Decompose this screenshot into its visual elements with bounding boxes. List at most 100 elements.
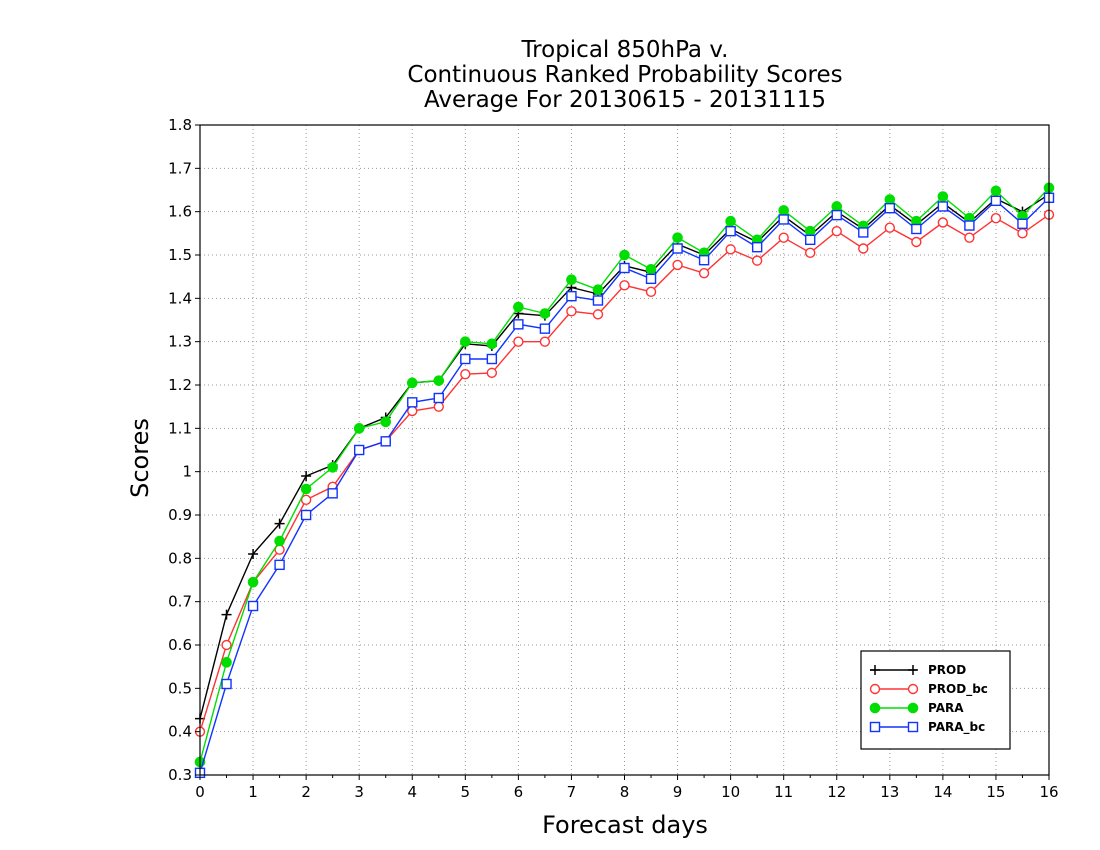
- data-point-para-bc: [433, 392, 444, 404]
- data-point-prod-bc: [619, 280, 630, 291]
- legend-label: PROD_bc: [928, 682, 988, 697]
- data-point-para-bc: [1017, 218, 1028, 230]
- data-point-para: [406, 377, 418, 389]
- data-point-para-bc: [831, 209, 842, 221]
- y-tick-label: 0.5: [168, 679, 192, 697]
- data-point-para: [778, 205, 789, 216]
- data-point-prod-bc: [911, 236, 922, 248]
- data-point-prod-bc: [778, 232, 789, 243]
- y-tick-label: 1.4: [168, 289, 192, 307]
- data-point-para-bc: [353, 444, 365, 456]
- x-tick-label: 7: [567, 783, 577, 801]
- data-point-prod: [248, 549, 259, 559]
- data-point-prod-bc: [831, 225, 842, 237]
- data-point-para: [804, 225, 816, 237]
- data-point-para-bc: [964, 220, 975, 231]
- ticks: 0 1 2 3 4 5 6 7 8 9 10 11 12 13 14 15 160.30.40.50.60.70…: [168, 116, 1058, 801]
- data-point-para-bc: [539, 323, 551, 334]
- data-point-para-bc: [460, 353, 471, 365]
- data-point-para: [247, 576, 259, 588]
- data-point-para-bc: [592, 295, 604, 306]
- x-tick-label: 12: [827, 783, 846, 801]
- data-point-para: [486, 338, 498, 350]
- data-point-para: [937, 191, 949, 202]
- data-point-para-bc: [884, 202, 896, 214]
- data-point-para-bc: [805, 234, 816, 246]
- series-prod-bc: [194, 209, 1055, 737]
- data-point-prod-bc: [221, 639, 232, 651]
- data-point-para: [592, 284, 604, 295]
- data-point-prod-bc: [460, 368, 471, 380]
- y-tick-label: 1.3: [168, 333, 192, 351]
- data-point-prod-bc: [1017, 228, 1028, 239]
- y-tick-label: 0.4: [168, 723, 192, 741]
- data-point-para: [380, 416, 392, 428]
- data-point-para: [672, 232, 683, 243]
- legend-label: PARA: [928, 701, 964, 715]
- y-tick-label: 0.3: [168, 766, 192, 784]
- data-point-prod-bc: [486, 367, 498, 379]
- legend-marker: [869, 702, 881, 714]
- y-tick-label: 1.2: [168, 376, 192, 394]
- data-point-para-bc: [247, 600, 259, 612]
- data-point-para-bc: [778, 214, 789, 225]
- y-axis-label: Scores: [126, 418, 154, 498]
- data-point-prod-bc: [805, 247, 816, 259]
- data-point-prod-bc: [539, 336, 551, 347]
- data-point-prod-bc: [672, 259, 683, 271]
- y-tick-label: 1.5: [168, 246, 192, 264]
- data-point-para-bc: [672, 243, 683, 254]
- data-point-para: [831, 201, 843, 212]
- y-tick-label: 1: [182, 463, 192, 481]
- x-tick-label: 11: [774, 783, 793, 801]
- x-tick-label: 9: [673, 783, 683, 801]
- x-tick-label: 15: [986, 783, 1005, 801]
- data-point-para: [513, 301, 524, 313]
- y-tick-label: 1.8: [168, 116, 192, 134]
- data-point-para-bc: [990, 195, 1002, 207]
- x-tick-label: 4: [407, 783, 417, 801]
- chart-title-line-3: Average For 20130615 - 20131115: [424, 87, 826, 113]
- data-point-para-bc: [566, 290, 577, 302]
- data-point-prod-bc: [566, 306, 577, 317]
- series-layer: [194, 182, 1055, 779]
- data-point-prod: [274, 518, 285, 529]
- data-point-para: [327, 462, 338, 473]
- data-point-para: [274, 535, 285, 547]
- legend-marker: [907, 702, 919, 714]
- legend-label: PARA_bc: [928, 720, 985, 735]
- series-para: [194, 182, 1055, 768]
- data-point-prod-bc: [937, 217, 949, 228]
- data-point-para: [990, 185, 1002, 197]
- data-point-para-bc: [221, 678, 232, 690]
- data-point-para: [353, 423, 365, 434]
- legend: PROD PROD_bc PARA PARA_bc: [860, 650, 1011, 750]
- data-point-prod-bc: [513, 336, 524, 347]
- data-point-para: [460, 336, 471, 347]
- data-point-prod-bc: [884, 222, 896, 233]
- x-tick-label: 8: [620, 783, 630, 801]
- data-point-para-bc: [911, 223, 922, 235]
- data-point-para: [725, 215, 736, 227]
- legend-marker: [870, 665, 880, 675]
- data-point-prod-bc: [725, 244, 736, 255]
- x-tick-label: 1: [248, 783, 258, 801]
- y-tick-label: 0.6: [168, 636, 192, 654]
- data-point-para-bc: [513, 319, 524, 330]
- data-point-prod-bc: [645, 286, 657, 298]
- y-tick-label: 0.8: [168, 549, 192, 567]
- y-tick-label: 1.7: [168, 159, 192, 177]
- data-point-prod-bc: [698, 268, 710, 279]
- x-tick-label: 0: [195, 783, 205, 801]
- data-point-para: [619, 249, 630, 261]
- data-point-prod-bc: [433, 401, 444, 412]
- data-point-para-bc: [407, 397, 418, 408]
- data-point-para-bc: [274, 559, 285, 571]
- legend-item-para: PARA: [869, 701, 964, 715]
- data-point-prod-bc: [300, 494, 312, 506]
- data-point-para: [884, 194, 896, 205]
- chart-title-line-1: Tropical 850hPa v.: [521, 37, 729, 63]
- legend-marker: [908, 665, 918, 675]
- data-point-para: [566, 274, 577, 286]
